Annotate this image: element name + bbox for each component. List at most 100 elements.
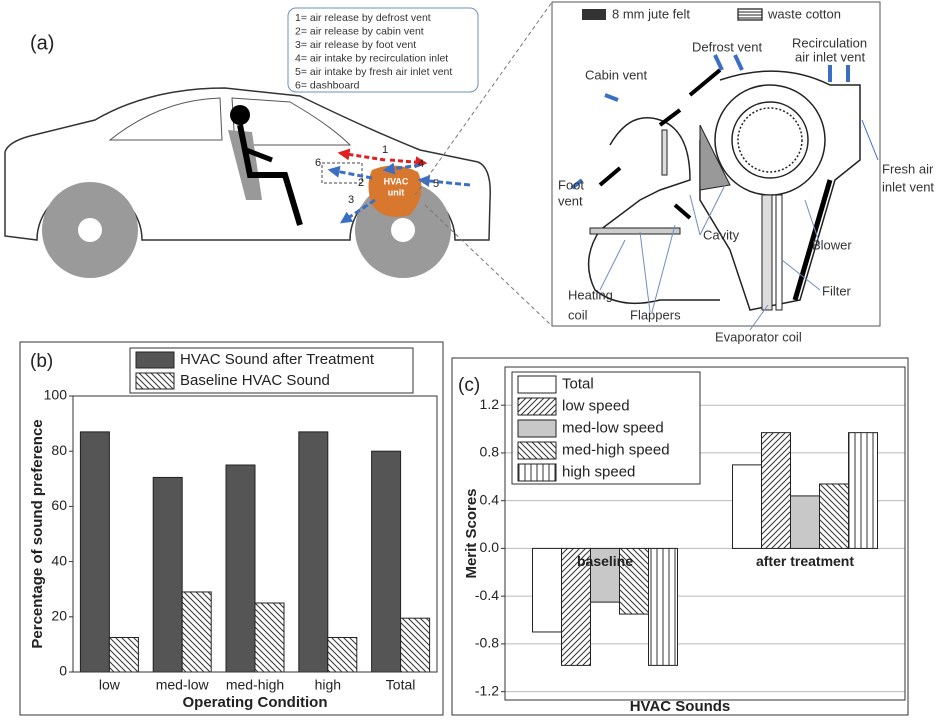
- vent-number: 4: [418, 158, 424, 170]
- y-tick-label: 1.2: [480, 396, 500, 412]
- plot-frame: [504, 366, 906, 701]
- diagram-label: Heating: [568, 287, 613, 302]
- bar: [181, 591, 212, 673]
- vent-number: 2: [358, 177, 364, 189]
- legend-label: high speed: [562, 463, 635, 480]
- bar: [108, 637, 139, 673]
- x-axis-label: Operating Condition: [183, 694, 328, 711]
- y-tick-label: -0.4: [475, 587, 499, 603]
- x-tick-label: med-low: [156, 677, 210, 693]
- y-axis-label: Percentage of sound preference: [29, 419, 46, 648]
- y-tick-label: 80: [51, 442, 67, 458]
- vent-number: 6: [315, 157, 321, 169]
- x-axis-label: HVAC Sounds: [630, 698, 731, 715]
- bar: [298, 431, 329, 673]
- legend-swatch: [517, 463, 557, 482]
- diagram-label: vent: [558, 193, 583, 208]
- diagram-label: Foot: [558, 177, 584, 192]
- y-tick-label: 100: [44, 387, 68, 403]
- diagram-label: Blower: [812, 237, 852, 252]
- legend-swatch: [517, 419, 557, 438]
- x-tick-label: high: [315, 677, 341, 693]
- y-axis-label: Merit Scores: [463, 488, 480, 578]
- y-tick-label: 0.4: [480, 491, 500, 507]
- bar: [590, 547, 620, 603]
- legend-entry: 5= air intake by fresh air inlet vent: [295, 66, 452, 78]
- diagram-label: Cabin vent: [585, 67, 648, 82]
- diagram-label: Fresh air: [882, 161, 934, 176]
- diagram-label: Filter: [822, 283, 852, 298]
- legend-label: HVAC Sound after Treatment: [180, 351, 375, 368]
- legend-entry: 4= air intake by recirculation inlet: [295, 52, 448, 64]
- panel-label: (b): [30, 351, 53, 372]
- bar: [532, 547, 562, 633]
- legend-label: Total: [562, 375, 594, 392]
- bar: [790, 495, 820, 549]
- y-tick-label: 20: [51, 608, 67, 624]
- diagram-label: Evaporator coil: [715, 329, 802, 344]
- y-tick-label: -0.8: [475, 635, 499, 651]
- x-tick-label: baseline: [577, 553, 633, 569]
- legend-label: med-high speed: [562, 441, 670, 458]
- legend-swatch: [517, 375, 557, 394]
- legend-box: [129, 347, 414, 394]
- hvac-label: HVAC: [384, 176, 409, 186]
- bar: [225, 464, 256, 673]
- y-tick-label: 0.8: [480, 444, 500, 460]
- hvac-diagram: [570, 8, 879, 331]
- vent-number: 3: [348, 194, 354, 206]
- plot-frame: [72, 395, 438, 673]
- bar: [254, 602, 285, 673]
- diagram-label: Recirculation: [792, 35, 867, 50]
- legend-entry: 6= dashboard: [295, 79, 360, 91]
- panel-label: (c): [458, 375, 480, 396]
- legend-swatch: [517, 397, 557, 416]
- panel-label: (a): [30, 32, 54, 54]
- x-tick-label: after treatment: [756, 553, 854, 569]
- diagram-label: coil: [568, 307, 588, 322]
- y-tick-label: 60: [51, 497, 67, 513]
- legend-entry: 1= air release by defrost vent: [295, 12, 431, 24]
- bar: [152, 476, 183, 673]
- bar: [648, 547, 678, 666]
- car: HVAC unit 1 2 3 4 5 6: [4, 87, 491, 278]
- diagram-label: air inlet vent: [795, 49, 865, 64]
- material-label: waste cotton: [767, 6, 841, 21]
- legend-swatch: [135, 351, 175, 369]
- legend-swatch: [517, 441, 557, 460]
- x-tick-label: med-high: [226, 677, 284, 693]
- diagram-label: Defrost vent: [692, 39, 762, 54]
- legend-entry: 3= air release by foot vent: [295, 39, 416, 51]
- x-tick-label: Total: [386, 677, 416, 693]
- diagram-labels: 8 mm jute felt waste cotton Defrost vent…: [558, 6, 934, 344]
- y-tick-label: 0.0: [480, 539, 500, 555]
- x-tick-label: low: [99, 677, 121, 693]
- hvac-label: unit: [388, 187, 405, 197]
- vent-number: 5: [433, 178, 439, 190]
- y-tick-label: -1.2: [475, 682, 499, 698]
- diagram-label: Flappers: [630, 307, 681, 322]
- bar: [732, 464, 762, 549]
- bar: [400, 617, 431, 673]
- legend-label: low speed: [562, 397, 630, 414]
- legend-swatch: [135, 372, 175, 390]
- legend-entry: 2= air release by cabin vent: [295, 25, 424, 37]
- bar: [371, 450, 402, 673]
- y-tick-label: 40: [51, 552, 67, 568]
- legend-label: Baseline HVAC Sound: [180, 372, 330, 389]
- legend-label: med-low speed: [562, 419, 664, 436]
- bar: [848, 432, 878, 549]
- diagram-label: inlet vent: [882, 179, 934, 194]
- y-tick-label: 0: [59, 663, 67, 679]
- bar: [761, 432, 791, 549]
- bar: [79, 431, 110, 673]
- bar: [819, 483, 849, 549]
- legend-box: [287, 7, 479, 93]
- bar: [619, 547, 649, 615]
- vent-number: 1: [382, 144, 388, 156]
- bar: [561, 547, 591, 666]
- diagram-label: Cavity: [703, 227, 740, 242]
- bar: [327, 637, 358, 673]
- material-label: 8 mm jute felt: [612, 6, 690, 21]
